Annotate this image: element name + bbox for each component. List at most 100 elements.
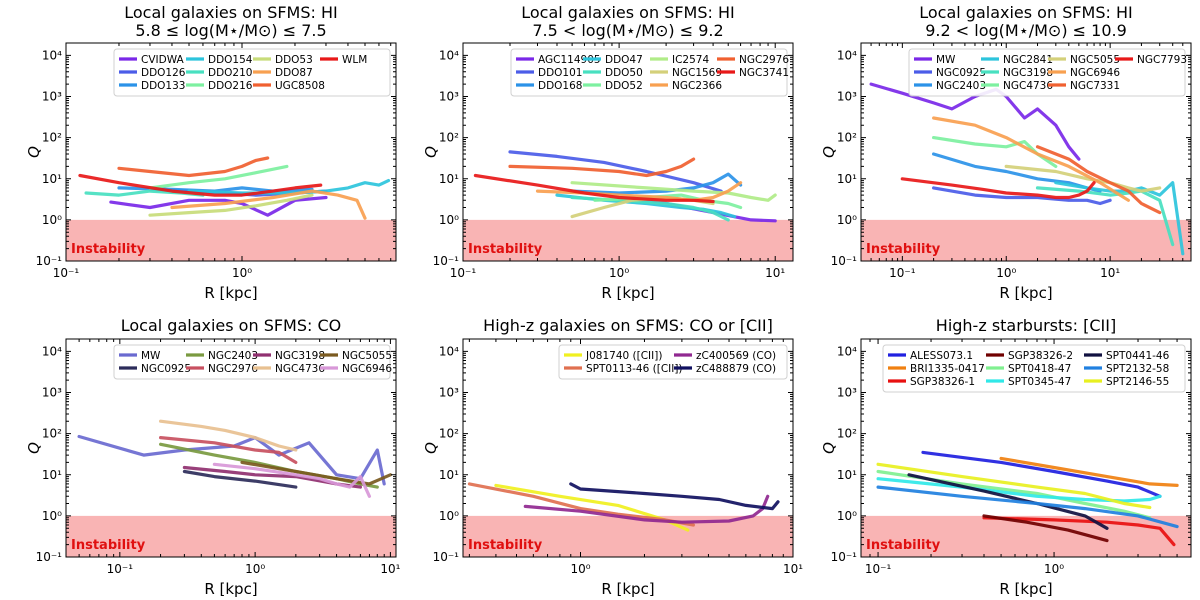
legend-entry: DDO216 — [208, 80, 253, 92]
y-tick-label: 10⁻¹ — [831, 254, 858, 268]
instability-band — [66, 515, 396, 557]
legend-entry: NGC5055 — [342, 350, 392, 362]
y-tick-label: 10² — [439, 427, 459, 441]
series-group — [869, 82, 1185, 256]
series-line — [77, 434, 386, 486]
chart-subtitle: 7.5 < log(M⋆/M⊙) ≤ 9.2 — [532, 21, 723, 40]
y-tick-label: 10² — [837, 427, 857, 441]
series-group — [876, 450, 1179, 547]
axes-frame — [65, 42, 397, 262]
legend-entry: WLM — [342, 54, 367, 66]
chart-subtitle: 5.8 ≤ log(M⋆/M⊙) ≤ 7.5 — [135, 21, 326, 40]
y-tick-label: 10⁻¹ — [831, 550, 858, 564]
legend-entry: NGC4736 — [275, 363, 325, 375]
legend-box — [882, 344, 1186, 393]
y-tick-label: 10² — [42, 131, 62, 145]
y-tick-label: 10¹ — [42, 172, 62, 186]
legend: J081740 ([CII])SPT0113-46 ([CII]) zC40056… — [558, 344, 788, 380]
legend-entry: NGC4736 — [1003, 80, 1053, 92]
x-tick-label: 10⁻¹ — [889, 266, 916, 280]
chart-title: Local galaxies on SFMS: HI — [124, 3, 338, 22]
legend-entry: NGC2366 — [672, 80, 722, 92]
x-tick-label: 10¹ — [783, 562, 803, 576]
y-tick-label: 10⁴ — [439, 48, 459, 62]
series-group — [473, 150, 777, 223]
legend-entry: CVIDWA — [141, 54, 185, 66]
x-tick-label: 10¹ — [380, 562, 400, 576]
chart-panel-6: Instability 10⁻¹ 10⁰ 10¹ 10² 10³ 10⁴ 10⁻¹ 10⁰ R [… — [820, 316, 1192, 598]
series-line — [982, 516, 1176, 547]
legend-box — [113, 48, 391, 97]
series-line — [999, 456, 1179, 487]
y-tick-label: 10³ — [837, 386, 857, 400]
legend-entry: AGC114905 — [538, 54, 601, 66]
legend-entry: NGC5055 — [1070, 54, 1120, 66]
legend-entry: DDO87 — [275, 67, 313, 79]
legend-entry: SPT0418-47 — [1008, 363, 1071, 375]
legend-entry: SGP38326-1 — [910, 376, 975, 388]
legend-entry: BRI1335-0417 — [910, 363, 985, 375]
y-tick-label: 10⁰ — [42, 509, 62, 523]
y-tick-label: 10⁻¹ — [36, 254, 63, 268]
y-axis-label: Q — [820, 146, 838, 158]
y-tick-label: 10³ — [439, 386, 459, 400]
y-tick-label: 10⁴ — [42, 48, 62, 62]
legend-entry: MW — [936, 54, 956, 66]
instability-band — [463, 219, 793, 261]
legend-entry: NGC7331 — [1070, 80, 1120, 92]
axes-frame — [462, 42, 794, 262]
y-tick-label: 10⁰ — [42, 213, 62, 227]
axes-frame — [860, 42, 1192, 262]
legend-entry: SPT2132-58 — [1106, 363, 1169, 375]
y-tick-label: 10⁴ — [439, 344, 459, 358]
y-axis-label: Q — [422, 146, 440, 158]
axes-frame — [462, 338, 794, 558]
legend-entry: NGC0925 — [936, 67, 986, 79]
legend-entry: NGC3198 — [1003, 67, 1053, 79]
x-tick-label: 10⁻¹ — [450, 266, 477, 280]
instability-band — [66, 219, 396, 261]
x-tick-label: 10⁰ — [609, 266, 629, 280]
chart-title: Local galaxies on SFMS: HI — [521, 3, 735, 22]
y-tick-label: 10¹ — [42, 468, 62, 482]
y-tick-label: 10³ — [439, 90, 459, 104]
y-axis-label: Q — [820, 442, 838, 454]
y-tick-label: 10⁰ — [837, 509, 857, 523]
x-tick-label: 10⁰ — [1044, 562, 1064, 576]
legend-entry: DDO168 — [538, 80, 582, 92]
series-line — [159, 436, 298, 464]
y-tick-label: 10² — [42, 427, 62, 441]
y-tick-label: 10⁴ — [837, 344, 857, 358]
legend-entry: NGC6946 — [1070, 67, 1120, 79]
series-line — [931, 116, 1131, 202]
series-group — [77, 419, 392, 498]
legend-entry: SGP38326-2 — [1008, 350, 1073, 362]
series-line — [494, 483, 690, 532]
chart-title: High-z starbursts: [CII] — [936, 316, 1116, 335]
x-axis-label: R [kpc] — [204, 284, 257, 302]
series-line — [148, 164, 289, 190]
legend-entry: SPT0441-46 — [1106, 350, 1170, 362]
y-tick-label: 10¹ — [837, 172, 857, 186]
legend-box — [510, 48, 788, 97]
series-line — [159, 419, 298, 452]
legend-entry: SPT0345-47 — [1008, 376, 1071, 388]
instability-band — [463, 515, 793, 557]
y-tick-label: 10¹ — [439, 468, 459, 482]
x-tick-label: 10⁻¹ — [53, 266, 80, 280]
series-line — [1035, 145, 1162, 215]
y-tick-label: 10² — [439, 131, 459, 145]
series-line — [117, 156, 270, 178]
legend-entry: NGC2403 — [936, 80, 986, 92]
chart-panel-3: Instability 10⁻¹ 10⁰ 10¹ 10² 10³ 10⁴ 10⁻¹ 10⁰ 10¹… — [820, 3, 1192, 302]
y-tick-label: 10⁴ — [42, 344, 62, 358]
axes-frame — [65, 338, 397, 558]
x-tick-label: 10⁰ — [996, 266, 1016, 280]
series-line — [569, 482, 780, 511]
legend-entry: DDO101 — [538, 67, 582, 79]
legend-box — [908, 48, 1186, 97]
instability-label: Instability — [468, 242, 543, 257]
